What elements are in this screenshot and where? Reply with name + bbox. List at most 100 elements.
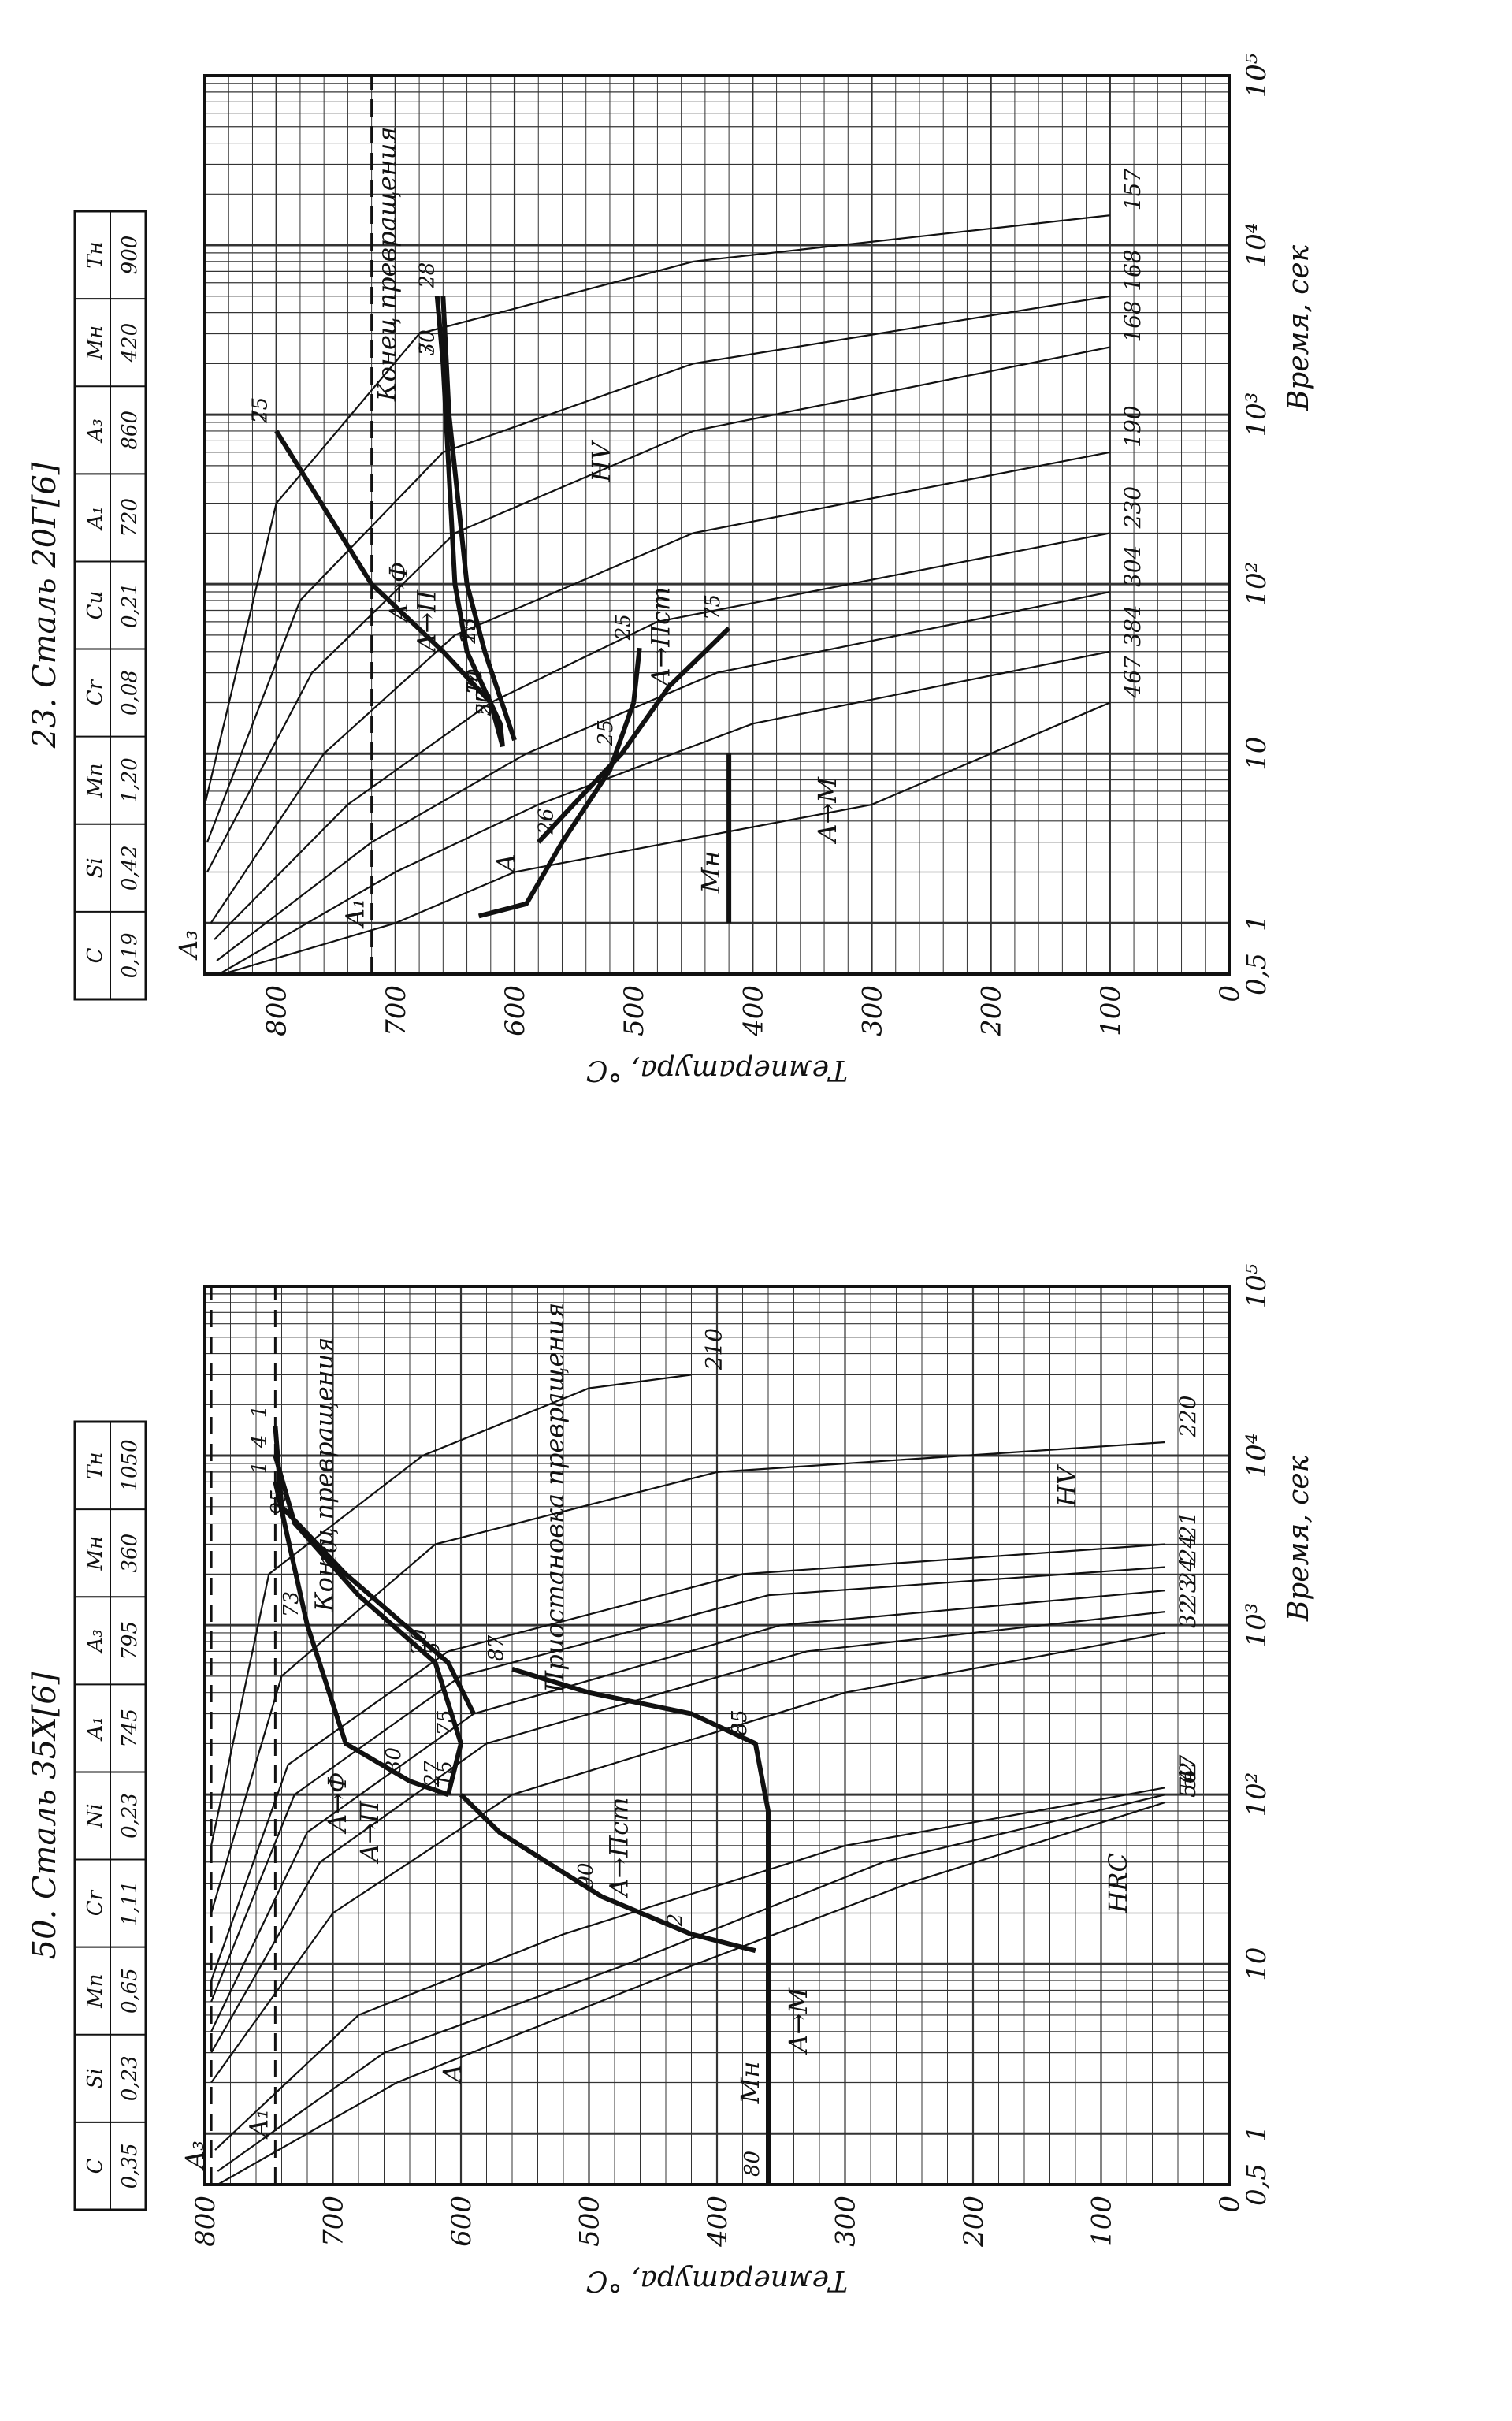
- hardness-label: 52: [1175, 1762, 1201, 1791]
- hardness-label: 168: [1120, 249, 1146, 291]
- y-tick-label: 500: [619, 985, 650, 1036]
- transformation-curve: [477, 647, 642, 919]
- x-tick-label: 10²: [1241, 562, 1272, 607]
- x-tick-label: 10³: [1241, 392, 1272, 437]
- annotation-label: A₃: [180, 2140, 210, 2171]
- composition-header: C: [84, 947, 107, 963]
- y-axis-label: Температура, °C: [586, 1054, 848, 1086]
- y-tick-label: 600: [446, 2196, 477, 2247]
- percent-label: 87: [485, 1634, 508, 1661]
- annotation-label: A: [437, 2064, 467, 2084]
- hardness-label: 168: [1120, 300, 1146, 342]
- composition-value: 745: [118, 1709, 142, 1748]
- annotation-label: A→Пст: [604, 1798, 633, 1899]
- percent-label: 4: [247, 1435, 271, 1449]
- percent-label: 75: [249, 397, 273, 423]
- annotation-label: A→M: [812, 776, 842, 845]
- composition-value: 0,08: [118, 670, 142, 716]
- annotation-label: A→Ф: [384, 561, 414, 623]
- hardness-label: 220: [1175, 1396, 1201, 1438]
- percent-label: 25: [594, 720, 618, 746]
- y-tick-label: 400: [737, 985, 769, 1037]
- y-tick-label: 200: [958, 2196, 990, 2248]
- transformation-curve: [273, 1455, 463, 1795]
- y-tick-label: 400: [702, 2196, 734, 2248]
- y-tick-label: 500: [574, 2196, 606, 2247]
- annotation-label: Конец превращения: [310, 1337, 340, 1612]
- percent-label: 85: [728, 1709, 752, 1735]
- composition-header: Cr: [84, 1889, 107, 1916]
- x-tick-label: 1: [1241, 914, 1272, 932]
- transformation-curve: [537, 626, 731, 844]
- x-tick-label: 10: [1241, 737, 1272, 771]
- percent-label: 23: [457, 618, 481, 645]
- composition-header: A₁: [84, 1716, 107, 1741]
- composition-header: Mн: [84, 325, 107, 361]
- y-tick-label: 200: [976, 985, 1008, 1037]
- composition-header: Mn: [84, 1974, 107, 2009]
- annotation-label: A→M: [783, 1987, 813, 2055]
- cooling-curve: [203, 214, 1110, 805]
- composition-value: 0,35: [118, 2143, 142, 2189]
- composition-header: Tн: [84, 241, 107, 268]
- transformation-curve: [511, 1667, 771, 1884]
- composition-value: 0,23: [118, 2055, 142, 2101]
- composition-value: 0,21: [118, 582, 142, 628]
- x-axis-label: Время, сек: [1283, 244, 1315, 411]
- composition-header: Tн: [84, 1452, 107, 1478]
- composition-value: 900: [118, 236, 142, 275]
- annotation-label: A→Ф: [322, 1772, 352, 1834]
- composition-value: 1,11: [118, 1880, 142, 1926]
- composition-value: 0,19: [118, 932, 142, 978]
- y-tick-label: 300: [830, 2196, 862, 2247]
- x-tick-label: 10²: [1241, 1772, 1272, 1817]
- composition-value: 0,42: [118, 845, 142, 891]
- percent-label: 30: [415, 329, 439, 355]
- annotation-label: Mн: [735, 2062, 765, 2105]
- composition-value: 0,23: [118, 1793, 142, 1839]
- hardness-label: 210: [701, 1328, 727, 1370]
- percent-label: 73: [280, 1591, 303, 1617]
- percent-label: 74: [463, 668, 487, 694]
- transformation-curve: [440, 296, 517, 742]
- composition-header: Mn: [84, 764, 107, 798]
- annotation-label: HV: [586, 440, 616, 483]
- cooling-curve: [210, 1374, 692, 1846]
- x-tick-label: 10: [1241, 1947, 1272, 1981]
- percent-label: 10: [318, 1540, 342, 1566]
- percent-label: 80: [741, 2151, 764, 2177]
- y-tick-label: 0: [1214, 985, 1246, 1002]
- chart-svg-35x: 50. Сталь 35Х[6] C 0,35 Si 0,23 Mn 0,65 Cr 1,11 N…: [27, 1263, 1315, 2296]
- hardness-label: 467: [1120, 656, 1146, 699]
- composition-value: 1050: [118, 1439, 142, 1491]
- y-tick-label: 700: [381, 985, 412, 1036]
- y-tick-label: 100: [1095, 985, 1127, 1036]
- y-tick-label: 700: [318, 2196, 350, 2247]
- percent-label: 95: [267, 1489, 291, 1515]
- x-tick-label: 10⁵: [1241, 53, 1272, 98]
- y-tick-label: 800: [262, 985, 293, 1036]
- composition-header: Si: [84, 2068, 107, 2088]
- percent-label: 30: [382, 1747, 406, 1773]
- hardness-label: 190: [1120, 405, 1146, 447]
- hardness-label: 157: [1120, 169, 1146, 211]
- chart-panel-35x: 50. Сталь 35Х[6] C 0,35 Si 0,23 Mn 0,65 Cr 1,11 N…: [0, 1210, 1512, 2421]
- composition-header: Cu: [84, 591, 107, 620]
- annotation-label: A→П: [355, 1800, 385, 1865]
- hardness-label: 23: [1175, 1579, 1201, 1608]
- hardness-label: 32: [1175, 1600, 1201, 1628]
- percent-label: 25: [612, 614, 636, 641]
- percent-label: 10: [463, 668, 487, 694]
- composition-header: A₃: [84, 1629, 107, 1653]
- transformation-curve: [434, 296, 505, 747]
- composition-value: 360: [118, 1534, 142, 1573]
- annotation-label: A₃: [173, 930, 203, 961]
- y-axis-label: Температура, °C: [586, 2264, 848, 2296]
- percent-label: 2: [664, 1913, 688, 1928]
- annotation-label: A₁: [340, 898, 370, 929]
- cooling-curve: [210, 451, 1111, 924]
- cooling-curve: [217, 1794, 1166, 2172]
- composition-header: Ni: [84, 1803, 107, 1828]
- percent-label: 27: [473, 690, 496, 717]
- x-tick-label: 10⁴: [1241, 1434, 1272, 1478]
